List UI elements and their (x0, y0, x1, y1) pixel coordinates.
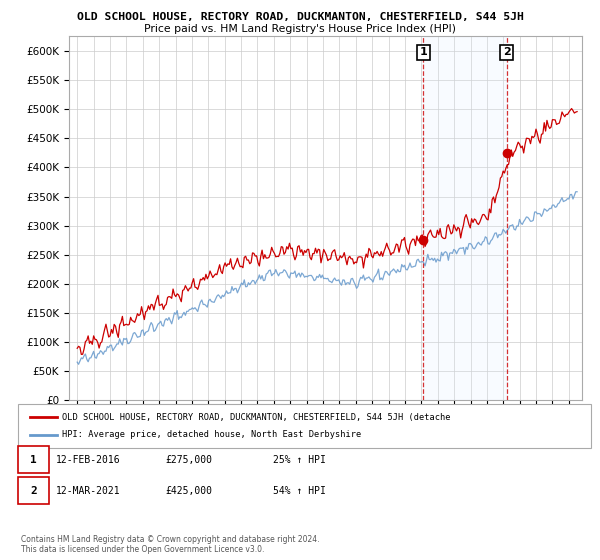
Text: Price paid vs. HM Land Registry's House Price Index (HPI): Price paid vs. HM Land Registry's House … (144, 24, 456, 34)
Text: £275,000: £275,000 (165, 455, 212, 465)
Text: 12-FEB-2016: 12-FEB-2016 (56, 455, 121, 465)
Text: Contains HM Land Registry data © Crown copyright and database right 2024.
This d: Contains HM Land Registry data © Crown c… (21, 535, 320, 554)
Text: OLD SCHOOL HOUSE, RECTORY ROAD, DUCKMANTON, CHESTERFIELD, S44 5JH (detache: OLD SCHOOL HOUSE, RECTORY ROAD, DUCKMANT… (62, 413, 450, 422)
Text: £425,000: £425,000 (165, 486, 212, 496)
Text: OLD SCHOOL HOUSE, RECTORY ROAD, DUCKMANTON, CHESTERFIELD, S44 5JH: OLD SCHOOL HOUSE, RECTORY ROAD, DUCKMANT… (77, 12, 523, 22)
Bar (424, 36, 507, 400)
Text: HPI: Average price, detached house, North East Derbyshire: HPI: Average price, detached house, Nort… (62, 431, 361, 440)
Text: 25% ↑ HPI: 25% ↑ HPI (273, 455, 326, 465)
Text: 1: 1 (30, 455, 37, 465)
Text: 2: 2 (30, 486, 37, 496)
Text: 1: 1 (419, 47, 427, 57)
Text: 2: 2 (503, 47, 511, 57)
Text: 54% ↑ HPI: 54% ↑ HPI (273, 486, 326, 496)
Text: 12-MAR-2021: 12-MAR-2021 (56, 486, 121, 496)
